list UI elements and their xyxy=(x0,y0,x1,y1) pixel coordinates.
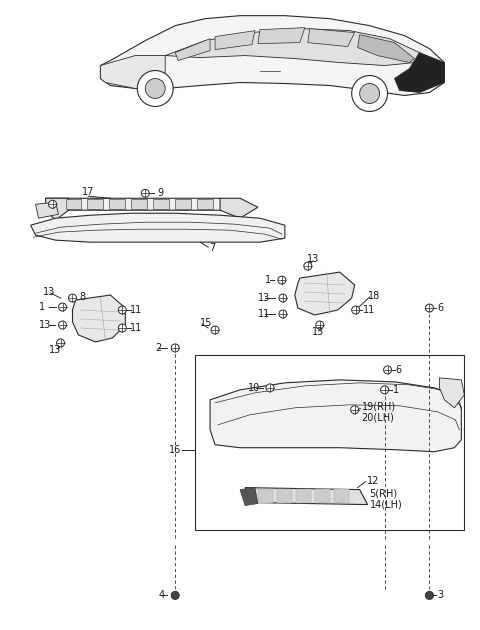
Text: 7: 7 xyxy=(209,243,215,253)
Circle shape xyxy=(384,366,392,374)
Polygon shape xyxy=(46,198,69,220)
Text: 2: 2 xyxy=(155,343,161,353)
Polygon shape xyxy=(65,199,82,209)
Polygon shape xyxy=(358,35,415,62)
Circle shape xyxy=(119,306,126,314)
Polygon shape xyxy=(258,28,305,43)
Polygon shape xyxy=(334,489,348,503)
Text: 17: 17 xyxy=(82,187,95,197)
Polygon shape xyxy=(153,199,169,209)
Polygon shape xyxy=(46,198,240,210)
Polygon shape xyxy=(215,31,255,50)
Polygon shape xyxy=(277,489,292,503)
Circle shape xyxy=(425,304,433,312)
Text: 1: 1 xyxy=(393,385,399,395)
Text: 9: 9 xyxy=(157,188,163,198)
Circle shape xyxy=(171,592,179,599)
Text: 11: 11 xyxy=(130,305,143,315)
Circle shape xyxy=(59,321,67,329)
Polygon shape xyxy=(197,199,213,209)
Polygon shape xyxy=(175,38,210,60)
Circle shape xyxy=(145,79,165,98)
Circle shape xyxy=(360,84,380,103)
Text: 11: 11 xyxy=(130,323,143,333)
Circle shape xyxy=(304,262,312,270)
Polygon shape xyxy=(100,16,444,96)
Circle shape xyxy=(352,76,387,112)
Polygon shape xyxy=(315,489,330,503)
Circle shape xyxy=(351,406,359,414)
Text: 6: 6 xyxy=(437,303,444,313)
Text: 13: 13 xyxy=(43,287,55,297)
Text: 13: 13 xyxy=(307,254,319,264)
Circle shape xyxy=(316,321,324,329)
Circle shape xyxy=(57,339,64,347)
Polygon shape xyxy=(240,488,258,506)
Polygon shape xyxy=(72,295,125,342)
Polygon shape xyxy=(132,199,147,209)
Text: 11: 11 xyxy=(363,305,375,315)
Circle shape xyxy=(141,189,149,197)
Text: 12: 12 xyxy=(367,476,379,486)
Circle shape xyxy=(171,344,179,352)
Polygon shape xyxy=(109,199,125,209)
Polygon shape xyxy=(308,28,355,47)
Circle shape xyxy=(279,310,287,318)
Text: 3: 3 xyxy=(437,590,444,600)
Text: 13: 13 xyxy=(49,345,61,355)
Text: 18: 18 xyxy=(368,291,380,301)
Circle shape xyxy=(59,303,67,311)
Text: 10: 10 xyxy=(248,383,260,393)
Polygon shape xyxy=(296,489,311,503)
Polygon shape xyxy=(165,28,420,66)
Circle shape xyxy=(69,294,76,302)
Polygon shape xyxy=(36,202,59,218)
Polygon shape xyxy=(210,380,461,452)
Circle shape xyxy=(352,306,360,314)
Text: 1: 1 xyxy=(38,302,45,312)
Circle shape xyxy=(119,324,126,332)
Text: 4: 4 xyxy=(158,590,164,600)
Text: 6: 6 xyxy=(396,365,402,375)
Polygon shape xyxy=(175,199,191,209)
Circle shape xyxy=(425,592,433,599)
Polygon shape xyxy=(439,378,464,408)
Text: 19(RH): 19(RH) xyxy=(361,402,396,412)
Circle shape xyxy=(211,326,219,334)
Text: 20(LH): 20(LH) xyxy=(361,413,395,423)
Polygon shape xyxy=(220,198,258,218)
Polygon shape xyxy=(245,488,368,505)
Polygon shape xyxy=(395,52,444,93)
Circle shape xyxy=(266,384,274,392)
Text: 13: 13 xyxy=(258,293,270,303)
Circle shape xyxy=(278,276,286,284)
Circle shape xyxy=(137,71,173,106)
Text: 5(RH): 5(RH) xyxy=(370,489,398,498)
Text: 11: 11 xyxy=(258,309,270,319)
Text: 13: 13 xyxy=(312,327,324,337)
Polygon shape xyxy=(31,213,285,242)
Text: 15: 15 xyxy=(200,318,213,328)
Circle shape xyxy=(279,294,287,302)
Text: 16: 16 xyxy=(169,445,181,455)
Text: 13: 13 xyxy=(38,320,51,330)
Text: 1: 1 xyxy=(265,275,271,285)
Polygon shape xyxy=(87,199,103,209)
Circle shape xyxy=(381,386,389,394)
Text: 8: 8 xyxy=(79,292,85,302)
Polygon shape xyxy=(295,272,355,315)
Polygon shape xyxy=(258,489,273,503)
Text: 14(LH): 14(LH) xyxy=(370,500,402,510)
Bar xyxy=(195,355,464,530)
Circle shape xyxy=(48,200,57,209)
Polygon shape xyxy=(100,55,165,88)
